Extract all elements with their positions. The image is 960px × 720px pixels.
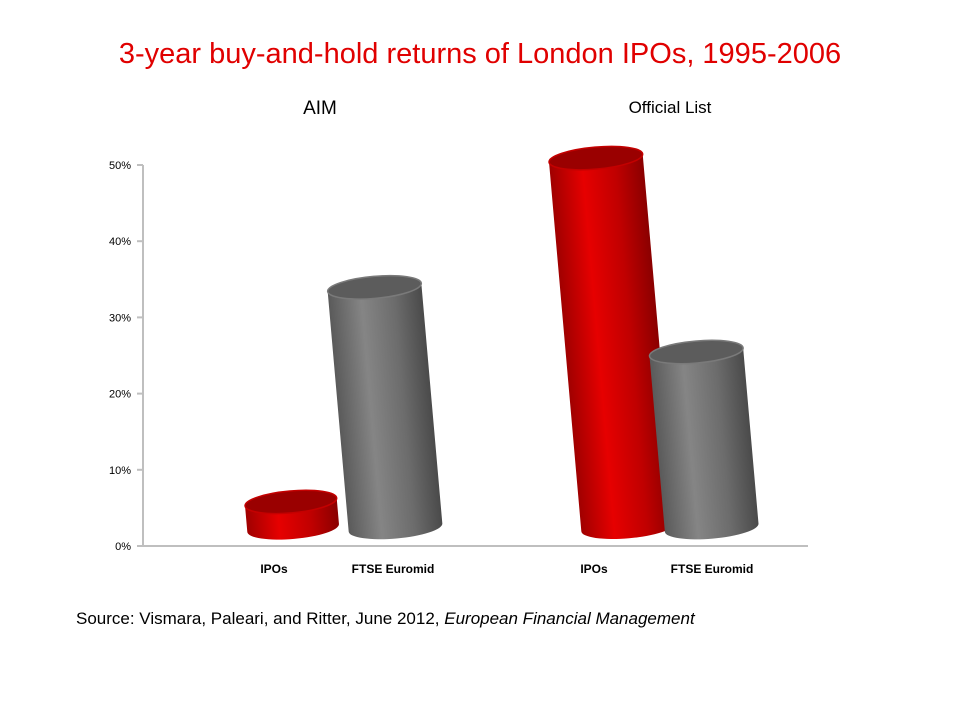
bar-top xyxy=(648,339,744,365)
bar-top xyxy=(326,274,423,300)
y-tick-label: 10% xyxy=(109,465,131,477)
group-label-aim: AIM xyxy=(303,98,337,119)
x-category-label: FTSE Euromid xyxy=(352,562,435,576)
bar-ipos xyxy=(244,489,339,540)
source-prefix: Source: Vismara, Paleari, and Ritter, Ju… xyxy=(76,609,445,628)
bar-body xyxy=(549,153,675,539)
source-citation: Source: Vismara, Paleari, and Ritter, Ju… xyxy=(76,609,695,629)
y-tick-label: 30% xyxy=(109,312,131,324)
x-category-label: IPOs xyxy=(260,562,288,576)
bar-ipos xyxy=(548,145,675,539)
y-tick-label: 40% xyxy=(109,236,131,248)
x-category-label: FTSE Euromid xyxy=(671,562,754,576)
source-journal: European Financial Management xyxy=(444,609,695,628)
group-label-official-list: Official List xyxy=(628,98,712,117)
bar-top xyxy=(244,489,338,515)
x-category-label: IPOs xyxy=(580,562,608,576)
y-tick-label: 20% xyxy=(109,389,131,401)
bar-body xyxy=(327,283,443,540)
bar-ftse-euromid xyxy=(648,339,759,540)
y-tick-label: 0% xyxy=(115,541,131,553)
y-tick-label: 50% xyxy=(109,160,131,172)
bar-ftse-euromid xyxy=(326,274,443,540)
bar-body xyxy=(649,347,759,540)
slide-title: 3-year buy-and-hold returns of London IP… xyxy=(118,38,842,70)
bar-top xyxy=(548,145,644,171)
